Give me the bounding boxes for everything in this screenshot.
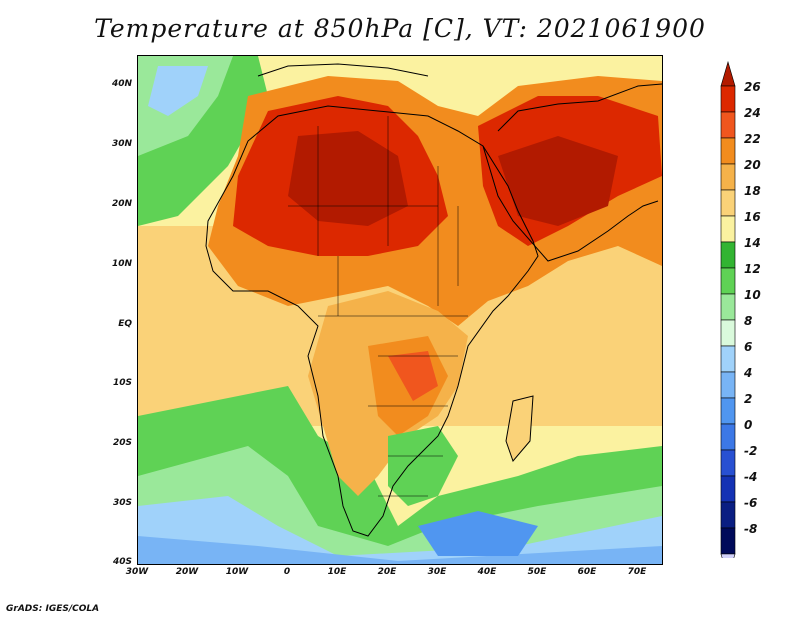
grads-credit: GrADS: IGES/COLA [6, 604, 100, 614]
colorbar-label-18: 18 [744, 184, 761, 198]
colorbar-block [720, 319, 736, 347]
colorbar-block [720, 293, 736, 321]
lon-label-20e: 20E [377, 567, 397, 577]
colorbar-block [720, 241, 736, 269]
colorbar-block [720, 501, 736, 529]
colorbar-label-10: 10 [744, 288, 761, 302]
colorbar-label-26: 26 [744, 80, 761, 94]
lon-label-40e: 40E [477, 567, 497, 577]
lon-label-10e: 10E [327, 567, 347, 577]
lon-label-30w: 30W [125, 567, 149, 577]
lat-label-20s: 20S [112, 438, 132, 448]
lat-label-30n: 30N [111, 139, 132, 149]
colorbar-label-24: 24 [744, 106, 761, 120]
colorbar-block [720, 163, 736, 191]
colorbar-block [720, 345, 736, 373]
colorbar-label-minus-8: -8 [744, 522, 758, 536]
colorbar-label-8: 8 [744, 314, 753, 328]
colorbar-label-12: 12 [744, 262, 761, 276]
colorbar-block [720, 371, 736, 399]
lon-label-70e: 70E [627, 567, 647, 577]
lon-label-0: 0 [283, 567, 291, 577]
lon-label-30e: 30E [427, 567, 447, 577]
colorbar-label-minus-6: -6 [744, 496, 758, 510]
lat-label-40n: 40N [111, 79, 132, 89]
colorbar-label-2: 2 [744, 392, 753, 406]
colorbar-label-16: 16 [744, 210, 761, 224]
lat-label-40s: 40S [112, 557, 132, 567]
temperature-map [137, 55, 663, 565]
colorbar-block [720, 423, 736, 451]
colorbar [720, 60, 736, 558]
map-title: Temperature at 850hPa [C], VT: 202106190… [94, 14, 706, 43]
lat-label-30s: 30S [112, 498, 132, 508]
colorbar-block [720, 111, 736, 139]
lat-label-eq: EQ [118, 319, 132, 329]
colorbar-label-minus-4: -4 [744, 470, 758, 484]
lon-label-20w: 20W [175, 567, 199, 577]
lon-label-10w: 10W [225, 567, 249, 577]
colorbar-block [720, 215, 736, 243]
colorbar-label-minus-2: -2 [744, 444, 758, 458]
lon-label-50e: 50E [527, 567, 547, 577]
colorbar-block [720, 137, 736, 165]
colorbar-top-triangle [720, 60, 736, 87]
colorbar-block [720, 267, 736, 295]
colorbar-label-0: 0 [744, 418, 753, 432]
colorbar-block [720, 397, 736, 425]
colorbar-block [720, 189, 736, 217]
colorbar-label-20: 20 [744, 158, 761, 172]
lat-label-20n: 20N [111, 199, 132, 209]
colorbar-label-22: 22 [744, 132, 761, 146]
colorbar-block [720, 475, 736, 503]
colorbar-bottom-triangle [720, 553, 736, 558]
colorbar-block [720, 85, 736, 113]
lon-label-60e: 60E [577, 567, 597, 577]
lat-label-10n: 10N [111, 259, 132, 269]
colorbar-block [720, 449, 736, 477]
colorbar-label-4: 4 [744, 366, 753, 380]
lat-label-10s: 10S [112, 378, 132, 388]
colorbar-label-14: 14 [744, 236, 761, 250]
colorbar-block [720, 527, 736, 555]
colorbar-label-6: 6 [744, 340, 753, 354]
